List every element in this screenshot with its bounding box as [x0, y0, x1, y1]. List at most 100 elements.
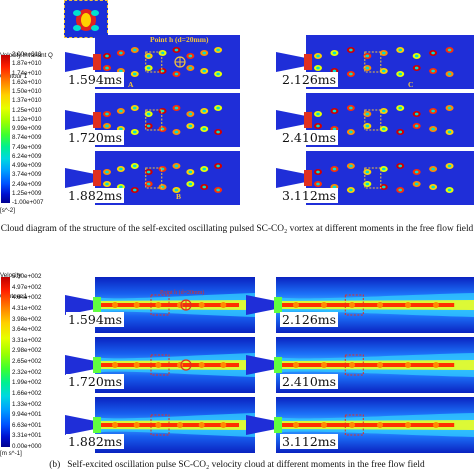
- nozzle-shape: [65, 355, 95, 375]
- vortex-core: [398, 164, 403, 168]
- vortex-core: [174, 48, 179, 52]
- vortex-core: [146, 54, 151, 58]
- vortex-core: [316, 182, 320, 186]
- vortex-core: [365, 54, 370, 58]
- vortex-core: [105, 170, 109, 174]
- vortex-core: [174, 164, 179, 168]
- vortex-core: [132, 72, 137, 76]
- vortex-core: [216, 188, 220, 192]
- caption-b-text: Self-excited oscillation pulse SC-CO₂ ve…: [67, 460, 425, 470]
- nozzle-chamber: [274, 297, 282, 313]
- jet-pulse: [377, 302, 383, 308]
- vortex-core: [174, 72, 179, 76]
- vortex-core: [146, 182, 151, 186]
- vortex-core: [447, 188, 452, 192]
- vortex-core: [381, 167, 386, 171]
- vortex-core: [431, 185, 435, 189]
- vortex-core: [398, 72, 403, 76]
- vortex-core: [349, 106, 353, 110]
- jet-pulse: [349, 422, 355, 428]
- legend-b-title: Velocity Contour 1: [0, 258, 27, 307]
- jet-pulse: [321, 362, 327, 368]
- legend-a-tick-label: 7.49e+009: [12, 143, 42, 151]
- jet-pulse: [321, 302, 327, 308]
- time-b-left-1: 1.594ms: [66, 312, 125, 327]
- vortex-core: [381, 51, 386, 55]
- vortex-core: [398, 106, 403, 110]
- highlight-box: [150, 294, 170, 316]
- vortex-core: [431, 167, 435, 171]
- vortex-core: [332, 167, 337, 171]
- nozzle-chamber: [93, 297, 101, 313]
- vortex-core: [216, 164, 220, 168]
- nozzle-shape: [65, 110, 95, 130]
- vortex-core: [119, 109, 123, 113]
- highlight-box: [150, 354, 170, 376]
- legend-a-tick-label: 3.74e+009: [12, 171, 42, 179]
- jet-pulse: [377, 362, 383, 368]
- vortex-core: [202, 69, 207, 73]
- nozzle-shape: [276, 168, 306, 188]
- vortex-core: [381, 69, 386, 73]
- nozzle-shape: [65, 168, 95, 188]
- jet-pulse: [293, 302, 299, 308]
- legend-a-tick-label: 1.37e+010: [12, 97, 42, 105]
- vortex-core: [381, 109, 386, 113]
- legend-b-tick-label: 9.94e+001: [12, 411, 42, 419]
- nozzle-chamber: [304, 170, 312, 186]
- nozzle-chamber: [93, 417, 101, 433]
- time-a-left-2: 1.720ms: [66, 130, 125, 145]
- legend-b-colorbar: [1, 277, 10, 447]
- vortex-core: [146, 170, 151, 174]
- vortex-core: [332, 69, 337, 73]
- jet-pulse: [198, 302, 205, 308]
- vortex-core: [349, 72, 353, 76]
- legend-a-colorbar: [1, 55, 10, 203]
- point-h-marker: [180, 359, 192, 371]
- vortex-core: [105, 66, 109, 70]
- jet-pulse: [433, 422, 439, 428]
- vortex-core: [216, 72, 220, 76]
- vortex-core: [105, 182, 109, 186]
- legend-a-tick-label: 9.99e+009: [12, 125, 42, 132]
- time-a-right-3: 3.112ms: [280, 188, 339, 203]
- highlight-box: [364, 109, 382, 131]
- highlight-box: [344, 294, 364, 316]
- vortex-core: [202, 109, 207, 113]
- vortex-core: [216, 106, 220, 110]
- vortex-core: [332, 127, 337, 131]
- legend-a-tick-label: 8.74e+009: [12, 134, 42, 142]
- time-a-right-1: 2.126ms: [280, 72, 339, 87]
- time-b-right-2: 2.410ms: [280, 374, 339, 389]
- legend-b-tick-label: 1.66e+002: [12, 389, 42, 397]
- vortex-core: [414, 170, 419, 174]
- vortex-core: [132, 130, 137, 134]
- vortex-core: [202, 127, 207, 131]
- jet-pulse: [155, 362, 162, 368]
- point-h-label-b: Point h (d=20mm): [160, 290, 205, 296]
- nozzle-shape: [65, 52, 95, 72]
- legend-b-tick-label: 0.00e+000: [12, 443, 42, 450]
- vortex-core: [202, 185, 207, 189]
- vortex-core: [447, 164, 452, 168]
- vortex-core: [365, 182, 370, 186]
- highlight-box: [344, 414, 364, 436]
- vortex-core: [105, 112, 109, 116]
- vortex-core: [431, 51, 435, 55]
- nozzle-shape: [65, 295, 95, 315]
- time-b-left-2: 1.720ms: [66, 374, 125, 389]
- time-b-left-3: 1.882ms: [66, 434, 125, 449]
- vortex-core: [316, 124, 320, 128]
- vortex-core: [174, 130, 179, 134]
- vortex-core: [398, 130, 403, 134]
- jet-pulse: [155, 302, 162, 308]
- legend-a-tick-label: 2.49e+009: [12, 180, 42, 188]
- vortex-core: [365, 170, 370, 174]
- legend-a-tick-label: 1.12e+010: [12, 115, 42, 123]
- vortex-core: [105, 124, 109, 128]
- nozzle-chamber: [304, 54, 312, 70]
- vortex-core: [188, 54, 193, 58]
- legend-a-tick-label: 2.00e+010: [12, 51, 42, 58]
- legend-b-tick-label: 1.99e+002: [12, 379, 42, 387]
- legend-a-title-line2: Contour 1: [0, 73, 28, 80]
